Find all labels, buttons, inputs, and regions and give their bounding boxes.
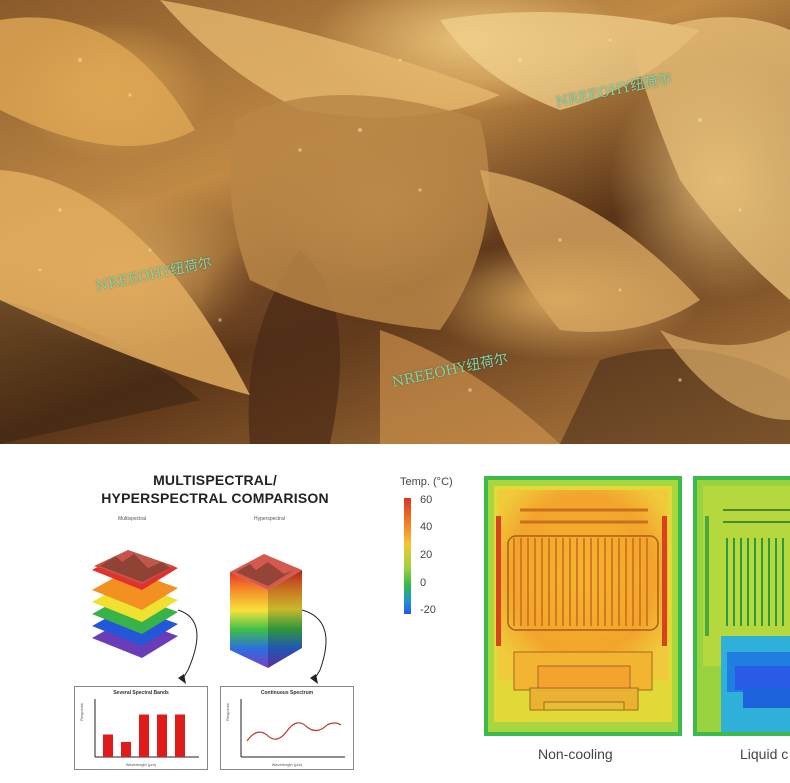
spectral-cubes-illustration — [92, 550, 327, 684]
hyperspectral-label: Hyperspectral — [254, 516, 285, 522]
infographic-title-line2: HYPERSPECTRAL COMPARISON — [101, 490, 329, 506]
liquid-cooling-caption: Liquid c — [740, 746, 789, 762]
legend-tick: -20 — [420, 604, 436, 616]
spectral-comparison-infographic: MULTISPECTRAL/ HYPERSPECTRAL COMPARISON … — [70, 470, 360, 770]
non-cooling-caption: Non-cooling — [538, 746, 613, 762]
left-box-title: Several Spectral Bands — [113, 690, 169, 696]
legend-tick: 20 — [420, 549, 433, 561]
spectral-bands-chart-box: Several Spectral Bands Response Waveleng… — [74, 686, 208, 770]
multispectral-layers — [92, 550, 178, 658]
temperature-legend-title: Temp. (°C) — [400, 476, 453, 488]
right-x-axis-label: Wavelength (μm) — [271, 762, 303, 767]
infographic-title-line1: MULTISPECTRAL/ — [153, 472, 277, 488]
multispectral-label: Multispectral — [118, 516, 147, 522]
band-bars — [94, 699, 199, 758]
spectrum-curve — [240, 699, 345, 758]
band-bar — [157, 714, 167, 757]
non-cooling-thermal-map — [484, 476, 682, 736]
hyperspectral-cube — [230, 554, 302, 668]
temperature-color-scale — [404, 498, 411, 614]
legend-tick: 0 — [420, 577, 427, 589]
band-bar — [175, 714, 185, 757]
thermal-comparison: Temp. (°C) 60 40 20 0 -20 — [396, 470, 790, 783]
photo-texture — [0, 0, 790, 444]
band-bar — [139, 714, 149, 757]
legend-tick: 60 — [420, 494, 433, 506]
continuous-spectrum-chart-box: Continuous Spectrum Response Wavelength … — [220, 686, 354, 770]
macro-photo: NREEOHY纽荷尔 NREEOHY纽荷尔 NREEOHY纽荷尔 — [0, 0, 790, 444]
liquid-cooling-thermal-map — [693, 476, 790, 736]
legend-tick: 40 — [420, 521, 433, 533]
right-box-title: Continuous Spectrum — [260, 690, 314, 696]
band-bar — [121, 742, 131, 757]
band-bar — [103, 734, 113, 757]
left-x-axis-label: Wavelength (μm) — [125, 762, 157, 767]
